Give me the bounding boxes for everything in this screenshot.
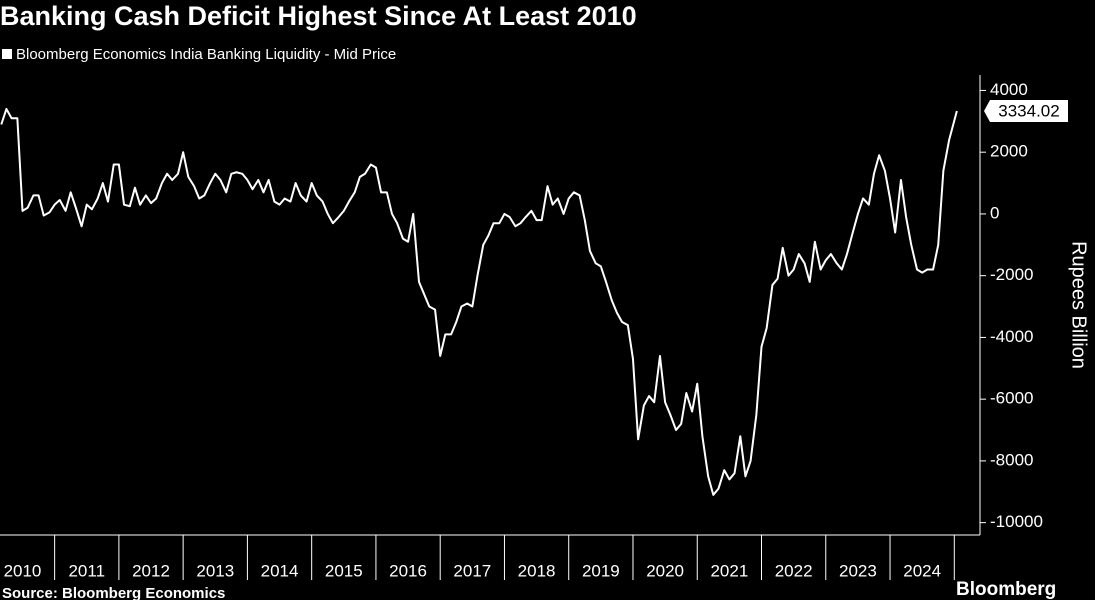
x-tick-label: 2023 xyxy=(839,561,877,580)
x-tick-label: 2013 xyxy=(196,561,234,580)
legend-swatch xyxy=(2,49,12,59)
chart-title: Banking Cash Deficit Highest Since At Le… xyxy=(0,1,637,31)
x-tick-label: 2019 xyxy=(582,561,620,580)
x-tick-label: 2016 xyxy=(389,561,427,580)
x-tick-label: 2021 xyxy=(710,561,748,580)
x-tick-label: 2012 xyxy=(132,561,170,580)
y-tick-label: 4000 xyxy=(990,80,1028,99)
y-tick-label: 0 xyxy=(990,203,999,222)
x-tick-label: 2015 xyxy=(325,561,363,580)
y-tick-label: -4000 xyxy=(990,327,1033,346)
x-tick-label: 2011 xyxy=(68,561,105,580)
x-tick-label: 2024 xyxy=(903,561,941,580)
legend-label: Bloomberg Economics India Banking Liquid… xyxy=(16,46,396,63)
value-label: 3334.02 xyxy=(998,101,1059,120)
value-label-box xyxy=(984,99,1068,122)
x-tick-label: 2022 xyxy=(775,561,813,580)
brand: Bloomberg xyxy=(956,579,1056,600)
x-tick-label: 2020 xyxy=(646,561,684,580)
y-tick-label: -2000 xyxy=(990,265,1033,284)
y-tick-label: -10000 xyxy=(990,512,1043,531)
y-axis-label: Rupees Billion xyxy=(1068,241,1090,369)
y-tick-label: -8000 xyxy=(990,450,1033,469)
x-tick-label: 2018 xyxy=(518,561,556,580)
x-tick-label: 2014 xyxy=(261,561,299,580)
y-tick-label: 2000 xyxy=(990,142,1028,161)
x-tick-label: 2010 xyxy=(4,561,42,580)
y-tick-label: -6000 xyxy=(990,389,1033,408)
source: Source: Bloomberg Economics xyxy=(2,585,225,600)
data-line xyxy=(0,107,958,496)
x-tick-label: 2017 xyxy=(453,561,491,580)
